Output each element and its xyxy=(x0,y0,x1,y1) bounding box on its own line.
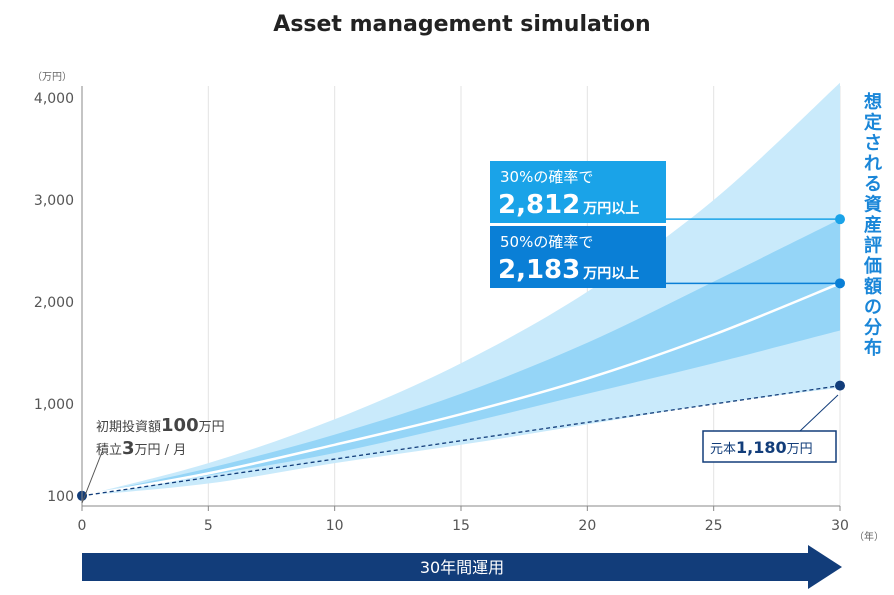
principal-line xyxy=(81,384,841,497)
median-line xyxy=(81,282,841,498)
callout-30-point xyxy=(835,214,845,225)
vertical-label-char: 資 xyxy=(864,195,882,216)
initial-investment-note: 初期投資額100万円 積立3万円 / 月 xyxy=(81,415,225,504)
y-tick-label: 100 xyxy=(47,489,74,505)
x-axis-unit: （年） xyxy=(854,530,884,543)
callout-30-label: 30%の確率で xyxy=(500,168,593,186)
vertical-label-char: さ xyxy=(864,133,882,154)
x-tick-label: 10 xyxy=(326,518,344,534)
vertical-label-char: 分 xyxy=(864,318,882,339)
vertical-label-char: れ xyxy=(864,154,882,175)
period-arrow-label: 30年間運用 xyxy=(420,558,504,577)
vertical-label-char: 評 xyxy=(864,235,882,257)
x-tick-label: 30 xyxy=(831,518,849,534)
initial-note-line1: 初期投資額100万円 xyxy=(96,415,225,436)
vertical-label-char: 定 xyxy=(864,112,882,134)
y-tick-label: 3,000 xyxy=(34,193,74,209)
callout-50-point xyxy=(835,278,845,289)
principal-label-text: 元本1,180万円 xyxy=(710,438,813,457)
callout-50-percent: 50%の確率で 2,183 万円以上 xyxy=(490,226,845,289)
x-tick-label: 5 xyxy=(204,518,213,534)
x-tick-label: 15 xyxy=(452,518,470,534)
x-tick-label: 20 xyxy=(578,518,596,534)
callout-50-label: 50%の確率で xyxy=(500,233,593,251)
y-tick-label: 2,000 xyxy=(34,295,74,311)
vertical-label-char: の xyxy=(864,297,882,318)
principal-label-box xyxy=(702,430,837,463)
x-tick-label: 0 xyxy=(78,518,87,534)
callout-50-box xyxy=(490,226,666,288)
y-tick-label: 1,000 xyxy=(34,397,74,413)
callout-30-value: 2,812 万円以上 xyxy=(498,190,639,220)
distribution-bands xyxy=(82,82,840,496)
vertical-label-char: 想 xyxy=(864,91,882,113)
x-tick-label: 25 xyxy=(705,518,723,534)
vertical-label-char: 布 xyxy=(864,337,882,359)
vertical-label-char: 額 xyxy=(863,276,882,298)
period-arrow: 30年間運用 xyxy=(82,545,842,589)
callout-50-value: 2,183 万円以上 xyxy=(498,255,639,285)
principal-label-leader xyxy=(799,394,839,432)
vertical-label-char: 産 xyxy=(864,214,882,236)
chart-title: Asset management simulation xyxy=(273,12,650,37)
vertical-label-char: 価 xyxy=(863,255,882,277)
callout-30-box xyxy=(490,161,666,223)
callout-30-percent: 30%の確率で 2,812 万円以上 xyxy=(490,161,845,225)
initial-note-line2: 積立3万円 / 月 xyxy=(96,438,186,459)
y-tick-label: 4,000 xyxy=(34,91,74,107)
vertical-label-char: る xyxy=(864,174,882,195)
principal-label: 元本1,180万円 xyxy=(702,394,839,463)
axes: 100 1,000 2,000 3,000 4,000 0 5 10 15 20 25 30 xyxy=(34,86,849,534)
band-outer xyxy=(82,82,840,496)
y-axis-unit: （万円） xyxy=(32,71,72,83)
band-inner xyxy=(82,219,840,496)
initial-note-leader xyxy=(81,451,103,504)
period-arrow-shape xyxy=(82,545,842,589)
principal-end-point xyxy=(835,380,845,391)
